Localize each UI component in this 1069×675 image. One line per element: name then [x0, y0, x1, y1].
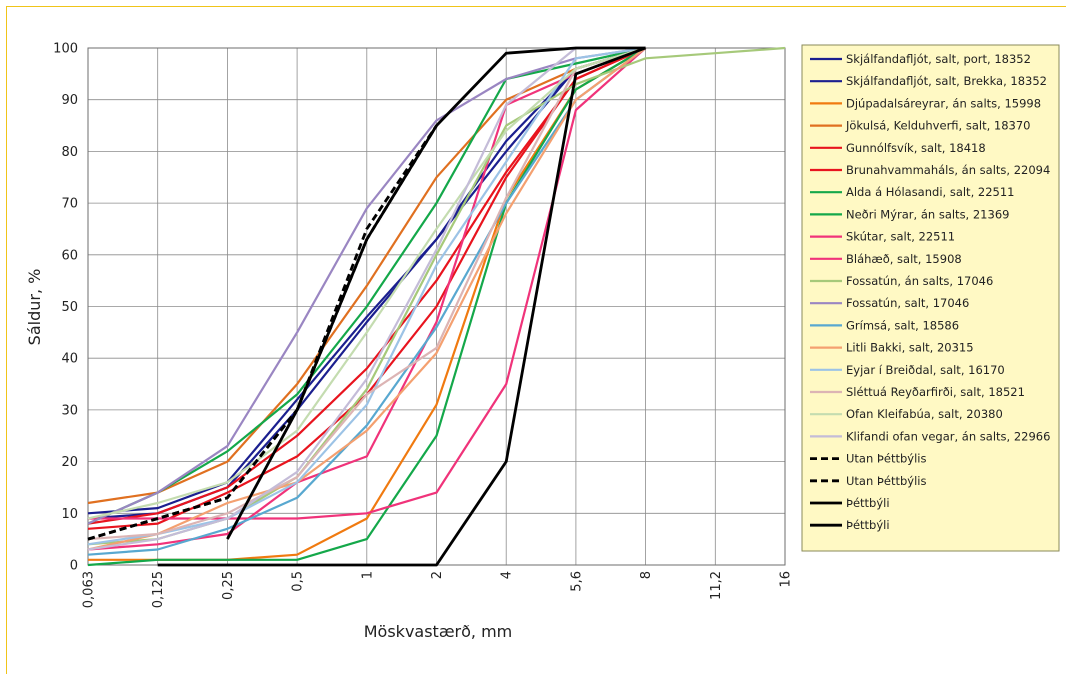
- legend-label: Þéttbýli: [846, 496, 890, 510]
- y-tick-label: 80: [61, 145, 78, 160]
- legend-label: Skjálfandafljót, salt, Brekka, 18352: [846, 74, 1047, 88]
- legend: Skjálfandafljót, salt, port, 18352 Skjálf…: [801, 44, 1060, 552]
- series-line-15: [87, 46, 646, 546]
- y-tick-label: 20: [61, 455, 78, 470]
- legend-label: Þéttbýli: [846, 518, 890, 532]
- x-tick-label: 0,125: [151, 571, 166, 608]
- series-line-12: [87, 46, 646, 525]
- legend-label: Fossatún, án salts, 17046: [846, 274, 993, 288]
- y-tick-label: 40: [61, 352, 78, 367]
- series-line-22: [157, 46, 647, 567]
- series-line-14: [87, 47, 647, 551]
- legend-label: Djúpadalsáreyrar, án salts, 15998: [846, 96, 1041, 110]
- x-tick-label: 11,2: [709, 571, 724, 600]
- legend-label: Gunnólfsvík, salt, 18418: [846, 141, 986, 155]
- series-line-9: [87, 46, 646, 551]
- series-line-13: [87, 47, 647, 556]
- legend-label: Neðri Mýrar, án salts, 21369: [846, 207, 1009, 221]
- x-tick-label: 0,25: [221, 571, 236, 600]
- series-line-16: [87, 46, 646, 541]
- x-axis-title: Möskvastærð, mm: [364, 622, 513, 641]
- legend-label: Alda á Hólasandi, salt, 22511: [846, 185, 1014, 199]
- y-tick-label: 60: [61, 248, 78, 263]
- y-tick-label: 30: [61, 403, 78, 418]
- legend-label: Fossatún, salt, 17046: [846, 296, 969, 310]
- series-lines: [87, 46, 786, 567]
- y-tick-label: 0: [70, 559, 78, 574]
- y-tick-label: 50: [61, 300, 78, 315]
- x-tick-label: 0,5: [291, 571, 306, 592]
- y-tick-label: 90: [61, 93, 78, 108]
- series-line-21: [226, 46, 646, 540]
- x-tick-label: 0,063: [82, 571, 97, 608]
- legend-label: Skjálfandafljót, salt, port, 18352: [846, 52, 1031, 66]
- legend-label: Ofan Kleifabúa, salt, 20380: [846, 407, 1003, 421]
- legend-label: Utan Þéttbýlis: [846, 474, 926, 488]
- legend-box: [801, 44, 1060, 552]
- series-line-1: [87, 46, 646, 515]
- legend-label: Utan Þéttbýlis: [846, 452, 926, 466]
- y-axis-ticks: 0 10 20 30 40 50 60 70 80 90 100: [53, 42, 78, 574]
- legend-label: Skútar, salt, 22511: [846, 230, 955, 244]
- chart-frame: [6, 6, 1066, 674]
- series-line-8: [87, 47, 647, 567]
- x-tick-label: 4: [500, 571, 515, 579]
- legend-label: Jökulsá, Kelduhverfi, salt, 18370: [845, 119, 1030, 133]
- x-tick-label: 1: [360, 571, 375, 579]
- x-tick-label: 2: [430, 571, 445, 579]
- y-tick-label: 70: [61, 197, 78, 212]
- chart-grid: [87, 47, 786, 566]
- series-line-4: [87, 46, 646, 505]
- x-tick-label: 16: [779, 571, 794, 588]
- legend-label: Eyjar í Breiðdal, salt, 16170: [846, 363, 1005, 377]
- legend-label: Bláhæð, salt, 15908: [846, 252, 962, 266]
- legend-label: Klifandi ofan vegar, án salts, 22966: [846, 429, 1050, 443]
- legend-label: Sléttuá Reyðarfirði, salt, 18521: [846, 385, 1025, 399]
- series-line-7: [87, 46, 646, 525]
- legend-label: Brunahvammaháls, án salts, 22094: [846, 163, 1050, 177]
- x-axis-ticks: 0,063 0,125 0,25 0,5 1 2 4 5,6 8 11,2 16: [82, 571, 794, 608]
- x-tick-label: 8: [639, 571, 654, 579]
- series-line-17: [87, 46, 646, 520]
- y-tick-label: 100: [53, 42, 78, 57]
- y-tick-label: 10: [61, 507, 78, 522]
- legend-label: Litli Bakki, salt, 20315: [846, 341, 974, 355]
- legend-label: Grímsá, salt, 18586: [846, 318, 959, 332]
- series-line-18: [87, 46, 646, 551]
- y-axis-title: Sáldur, %: [25, 269, 44, 346]
- x-tick-label: 5,6: [569, 571, 584, 592]
